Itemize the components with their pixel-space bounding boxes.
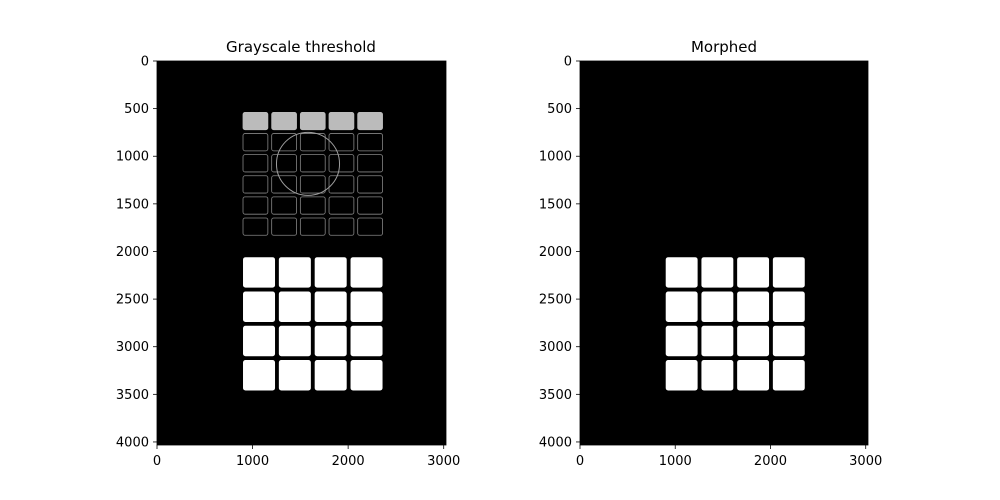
y-tick-label: 1500 bbox=[539, 197, 572, 212]
tile bbox=[314, 257, 347, 288]
tile bbox=[350, 360, 383, 391]
tile bbox=[350, 291, 383, 322]
axes-frame bbox=[156, 60, 447, 446]
upper-grid-cell bbox=[242, 196, 269, 215]
upper-grid-cell bbox=[271, 133, 297, 152]
upper-grid-cell bbox=[357, 196, 383, 215]
upper-grid-cell bbox=[357, 175, 383, 194]
y-tick-label: 500 bbox=[124, 102, 149, 117]
x-tick-label: 0 bbox=[153, 454, 161, 469]
x-tick-label: 3000 bbox=[427, 454, 460, 469]
y-tick-label: 2000 bbox=[539, 245, 572, 260]
tile bbox=[243, 291, 276, 322]
x-tick-label: 1000 bbox=[236, 454, 269, 469]
tile bbox=[243, 360, 276, 391]
tile bbox=[772, 360, 805, 391]
upper-grid-cell bbox=[271, 154, 297, 173]
tile bbox=[350, 257, 383, 288]
y-tick-label: 500 bbox=[547, 102, 572, 117]
panel-morphed: Morphed 0 1000 2000 3000 0 500 1000 1500 2000 250… bbox=[539, 38, 882, 469]
tile bbox=[243, 257, 276, 288]
upper-grid-cell bbox=[357, 154, 383, 173]
upper-grid-cell bbox=[299, 175, 326, 194]
x-tick-label: 2000 bbox=[754, 454, 787, 469]
upper-grid-cell bbox=[242, 133, 269, 152]
upper-grid-cell bbox=[328, 175, 355, 194]
tile bbox=[243, 325, 276, 357]
upper-grid-cell bbox=[242, 175, 269, 194]
y-tick-label: 0 bbox=[564, 55, 572, 70]
upper-grid-cell bbox=[271, 175, 297, 194]
upper-grid-cell bbox=[271, 196, 297, 215]
tile bbox=[278, 360, 311, 391]
x-tick-label: 3000 bbox=[849, 454, 882, 469]
upper-grid-cell bbox=[328, 196, 355, 215]
upper-grid-cell bbox=[271, 112, 297, 131]
y-tick-label: 3500 bbox=[116, 388, 149, 403]
x-tick-label: 0 bbox=[576, 454, 584, 469]
tile bbox=[314, 325, 347, 357]
tile bbox=[737, 291, 770, 322]
circle-outline bbox=[275, 131, 341, 196]
upper-grid-cell bbox=[271, 217, 297, 236]
tile bbox=[314, 360, 347, 391]
tile bbox=[278, 291, 311, 322]
tile bbox=[737, 360, 770, 391]
y-tick-label: 1500 bbox=[116, 197, 149, 212]
y-tick-label: 1000 bbox=[116, 150, 149, 165]
upper-grid-cell bbox=[357, 112, 383, 131]
upper-grid-cell bbox=[299, 217, 326, 236]
upper-grid-cell bbox=[357, 133, 383, 152]
y-tick-label: 0 bbox=[141, 55, 149, 70]
y-tick-label: 2500 bbox=[539, 293, 572, 308]
tile bbox=[737, 257, 770, 288]
tile bbox=[278, 257, 311, 288]
y-tick-label: 3000 bbox=[539, 340, 572, 355]
upper-grid-cell bbox=[299, 133, 326, 152]
upper-grid-cell bbox=[328, 217, 355, 236]
upper-grid-cell bbox=[299, 112, 326, 131]
upper-grid-cell bbox=[328, 112, 355, 131]
tile bbox=[701, 257, 734, 288]
panel-title: Grayscale threshold bbox=[226, 38, 376, 56]
tile bbox=[701, 291, 734, 322]
tile bbox=[314, 291, 347, 322]
upper-grid-cell bbox=[242, 217, 269, 236]
tile bbox=[665, 360, 698, 391]
y-tick-label: 3500 bbox=[539, 388, 572, 403]
tile bbox=[350, 325, 383, 357]
tile bbox=[772, 257, 805, 288]
tile bbox=[772, 325, 805, 357]
y-tick-label: 4000 bbox=[539, 435, 572, 450]
y-tick-label: 4000 bbox=[116, 435, 149, 450]
tile bbox=[701, 325, 734, 357]
tile bbox=[665, 325, 698, 357]
upper-grid-cell bbox=[328, 154, 355, 173]
upper-grid-cell bbox=[299, 154, 326, 173]
tile bbox=[737, 325, 770, 357]
upper-grid-cell bbox=[357, 217, 383, 236]
tile bbox=[772, 291, 805, 322]
x-tick-label: 2000 bbox=[332, 454, 365, 469]
tile bbox=[701, 360, 734, 391]
upper-grid-cell bbox=[242, 154, 269, 173]
y-tick-label: 3000 bbox=[116, 340, 149, 355]
y-tick-label: 2500 bbox=[116, 293, 149, 308]
panel-grayscale-threshold: Grayscale threshold 0 1000 2000 3000 0 500 100… bbox=[116, 38, 460, 469]
tile bbox=[665, 257, 698, 288]
tile bbox=[665, 291, 698, 322]
panel-title: Morphed bbox=[691, 38, 757, 56]
y-tick-label: 1000 bbox=[539, 150, 572, 165]
axes-frame bbox=[579, 60, 869, 446]
upper-grid-cell bbox=[299, 196, 326, 215]
x-tick-label: 1000 bbox=[659, 454, 692, 469]
upper-grid-cell bbox=[328, 133, 355, 152]
tile bbox=[278, 325, 311, 357]
y-tick-label: 2000 bbox=[116, 245, 149, 260]
upper-grid-cell bbox=[242, 112, 269, 131]
